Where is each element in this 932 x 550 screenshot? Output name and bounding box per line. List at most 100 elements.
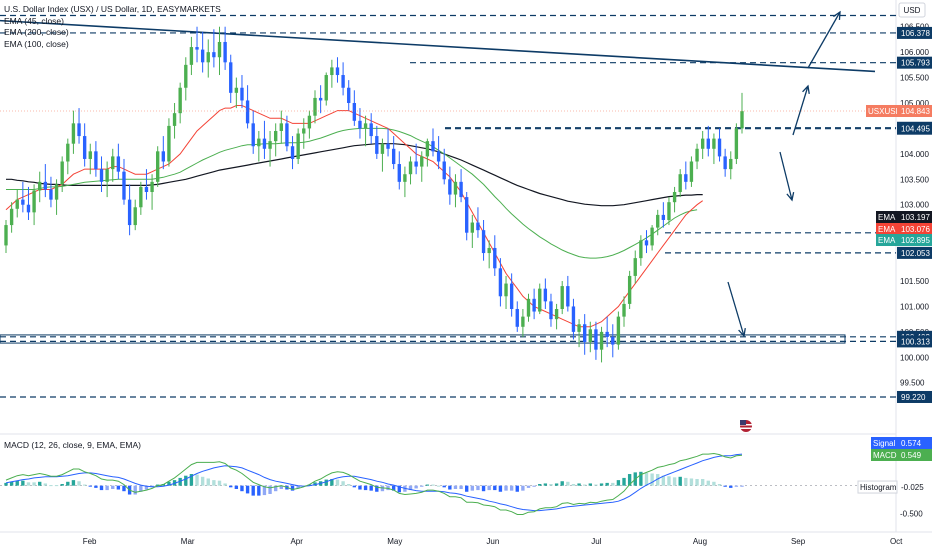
candle-body bbox=[549, 301, 553, 320]
y-tick-label: 101.000 bbox=[900, 302, 929, 311]
y-tick-label: 103.500 bbox=[900, 175, 929, 184]
candle bbox=[290, 136, 295, 170]
histogram-bar bbox=[290, 485, 295, 491]
candle-body bbox=[717, 138, 722, 157]
candle-body bbox=[560, 286, 564, 309]
histogram-bar bbox=[375, 485, 379, 492]
candle-body bbox=[245, 100, 250, 124]
histogram-bar bbox=[712, 481, 716, 486]
candle bbox=[391, 136, 396, 170]
candle-body bbox=[150, 181, 154, 193]
candle bbox=[734, 123, 739, 165]
candle-body bbox=[723, 156, 727, 170]
candle-body bbox=[4, 225, 8, 246]
symbol-tag-value: 104.843 bbox=[901, 107, 930, 116]
candle-body bbox=[729, 158, 733, 170]
ema-tag-value: 103.076 bbox=[901, 225, 930, 234]
us-flag-canton bbox=[740, 420, 746, 425]
candle-body bbox=[656, 214, 660, 228]
candle bbox=[476, 207, 480, 238]
level-badge: 104.495 bbox=[897, 122, 932, 135]
histogram-bar bbox=[358, 485, 362, 490]
candle bbox=[583, 314, 587, 355]
histogram-bar bbox=[380, 485, 385, 492]
candle-body bbox=[498, 268, 503, 297]
candle bbox=[509, 273, 514, 317]
macd-legend[interactable]: MACD (12, 26, close, 9, EMA, EMA) bbox=[4, 440, 141, 450]
histogram-bar bbox=[577, 483, 581, 486]
candle-body bbox=[26, 204, 31, 213]
level-badge-value: 106.378 bbox=[901, 29, 930, 38]
x-tick-label: Apr bbox=[290, 537, 303, 546]
histogram-bar bbox=[257, 485, 261, 496]
histogram-bar bbox=[650, 473, 654, 486]
candle-body bbox=[195, 47, 199, 50]
candle-body bbox=[661, 214, 666, 220]
candle bbox=[740, 92, 744, 134]
histogram-bar bbox=[133, 485, 137, 495]
histogram-bar bbox=[611, 482, 615, 486]
histogram-bar bbox=[195, 474, 199, 486]
candle-body bbox=[184, 64, 188, 88]
signal-tag-value: 0.574 bbox=[901, 439, 922, 448]
candle bbox=[54, 179, 59, 215]
histogram-bar bbox=[341, 481, 345, 486]
candle-body bbox=[21, 199, 25, 205]
histogram-bar bbox=[82, 484, 87, 486]
candle bbox=[594, 321, 598, 360]
candle bbox=[650, 225, 654, 251]
histogram-bar bbox=[706, 480, 710, 486]
ema100-legend[interactable]: EMA (100, close) bbox=[4, 38, 69, 49]
ema45-legend[interactable]: EMA (45, close) bbox=[4, 15, 64, 26]
symbol-title[interactable]: U.S. Dollar Index (USX) / US Dollar, 1D,… bbox=[4, 4, 221, 14]
candle bbox=[217, 26, 222, 76]
histogram-bar bbox=[88, 485, 92, 487]
histogram-bar bbox=[622, 477, 626, 486]
candle bbox=[723, 148, 727, 177]
candle-body bbox=[712, 138, 716, 149]
currency-box bbox=[898, 2, 926, 18]
histogram-bar bbox=[661, 475, 666, 486]
candle-body bbox=[139, 186, 143, 208]
candle bbox=[717, 128, 722, 162]
histogram-bar bbox=[15, 480, 19, 486]
candle bbox=[285, 115, 289, 152]
candle bbox=[436, 136, 441, 170]
signal-tag-value-bg bbox=[897, 437, 932, 449]
candle bbox=[88, 143, 92, 175]
candle-body bbox=[689, 161, 694, 182]
histogram-bar bbox=[493, 485, 497, 491]
histogram-bar bbox=[217, 480, 222, 486]
x-tick-label: May bbox=[387, 537, 402, 546]
candle-body bbox=[15, 199, 19, 209]
candle-body bbox=[127, 199, 132, 226]
candle-body bbox=[644, 240, 649, 246]
histogram-bar bbox=[616, 480, 621, 486]
candle-body bbox=[493, 247, 497, 269]
candle-body bbox=[77, 123, 81, 137]
histogram-bar bbox=[453, 485, 458, 489]
histogram-bar bbox=[420, 485, 424, 487]
candle-body bbox=[302, 128, 306, 134]
candle bbox=[566, 275, 570, 312]
ema-tag-label: EMA bbox=[878, 236, 896, 245]
candle bbox=[234, 77, 239, 109]
ema-tag-value: 102.895 bbox=[901, 236, 930, 245]
x-tick-label: Jul bbox=[591, 537, 601, 546]
histogram-bar bbox=[4, 482, 8, 486]
ema200-line bbox=[6, 143, 703, 207]
candle-body bbox=[605, 331, 609, 337]
histogram-bar bbox=[21, 480, 25, 486]
histogram-bar bbox=[526, 485, 531, 488]
candle-body bbox=[476, 222, 480, 231]
macd-line bbox=[5, 452, 743, 515]
candle bbox=[504, 275, 508, 309]
candle bbox=[605, 316, 609, 348]
candle bbox=[526, 293, 531, 322]
ema200-legend[interactable]: EMA (200, close) bbox=[4, 27, 69, 37]
candle bbox=[99, 156, 104, 193]
signal-tag-label-bg bbox=[871, 437, 897, 449]
candle-body bbox=[431, 141, 435, 152]
